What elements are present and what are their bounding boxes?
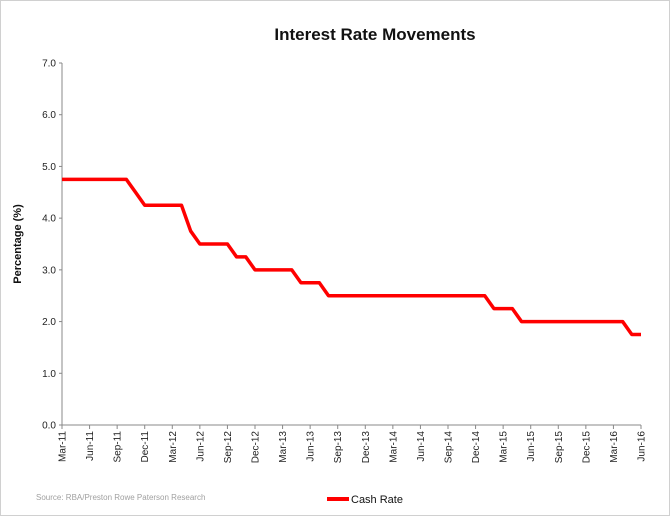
- source-note: Source: RBA/Preston Rowe Paterson Resear…: [36, 493, 205, 502]
- y-tick-label: 5.0: [42, 162, 56, 173]
- x-tick-label: Sep-15: [554, 431, 565, 464]
- x-tick-label: Dec-15: [581, 431, 592, 464]
- y-axis-label: Percentage (%): [12, 204, 24, 284]
- x-tick-label: Dec-11: [140, 431, 151, 463]
- y-tick-label: 1.0: [42, 369, 56, 380]
- x-tick-label: Mar-12: [168, 431, 179, 463]
- x-tick-label: Mar-14: [388, 431, 399, 463]
- x-tick-label: Mar-11: [58, 431, 69, 462]
- y-tick-label: 0.0: [42, 421, 56, 432]
- legend-label: Cash Rate: [351, 494, 403, 506]
- data-line: [62, 177, 641, 337]
- x-tick-label: Sep-14: [444, 431, 455, 464]
- x-tick-label: Jun-11: [85, 431, 96, 461]
- x-tick-label: Sep-12: [223, 431, 234, 464]
- x-tick-label: Sep-13: [333, 431, 344, 464]
- y-tick-label: 4.0: [42, 214, 56, 225]
- y-tick-label: 2.0: [42, 317, 56, 328]
- x-tick-label: Dec-14: [471, 431, 482, 464]
- x-tick-label: Jun-15: [526, 431, 537, 462]
- y-tick-label: 6.0: [42, 110, 56, 121]
- x-tick-label: Mar-16: [609, 431, 620, 463]
- x-tick-label: Jun-16: [637, 431, 648, 462]
- x-tick-label: Jun-13: [306, 431, 317, 462]
- x-tick-label: Jun-12: [195, 431, 206, 462]
- x-tick-label: Jun-14: [416, 431, 427, 462]
- x-tick-label: Dec-13: [361, 431, 372, 464]
- chart-title: Interest Rate Movements: [274, 25, 475, 44]
- y-tick-label: 3.0: [42, 265, 56, 276]
- x-tick-label: Mar-13: [278, 431, 289, 463]
- x-tick-label: Mar-15: [499, 431, 510, 463]
- x-tick-label: Dec-12: [251, 431, 262, 464]
- x-tick-label: Sep-11: [113, 431, 124, 463]
- y-tick-label: 7.0: [42, 59, 56, 70]
